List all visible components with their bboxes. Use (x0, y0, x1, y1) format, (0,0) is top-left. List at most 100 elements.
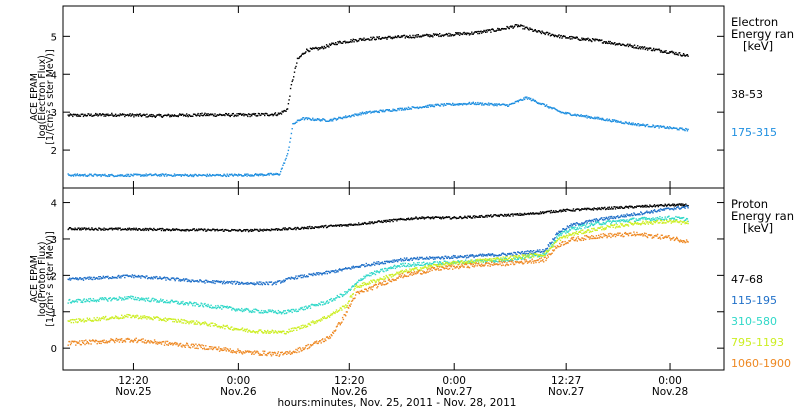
data-point (596, 116, 598, 118)
data-point (229, 328, 231, 330)
data-point (556, 211, 559, 213)
data-point (367, 222, 369, 225)
data-point (454, 104, 456, 106)
data-point (369, 110, 371, 112)
data-point (644, 223, 646, 225)
data-point (483, 253, 485, 256)
data-point (395, 110, 397, 112)
data-point (534, 99, 536, 102)
data-point (557, 238, 559, 240)
data-point (105, 297, 107, 299)
data-point (138, 276, 140, 278)
data-point (272, 283, 274, 285)
data-point (590, 221, 592, 223)
data-point (585, 220, 587, 223)
data-point (254, 311, 256, 313)
data-point (244, 230, 247, 232)
data-point (215, 115, 218, 117)
data-point (674, 205, 676, 207)
data-point (634, 206, 637, 208)
data-point (198, 114, 200, 117)
data-point (93, 173, 95, 176)
data-point (177, 115, 179, 118)
data-point (198, 305, 200, 308)
data-point (456, 217, 458, 219)
data-point (401, 265, 403, 267)
data-point (116, 227, 118, 229)
data-point (521, 256, 523, 259)
data-point (354, 224, 356, 226)
data-point (339, 41, 341, 43)
data-point (215, 280, 218, 282)
data-point (145, 116, 147, 118)
data-point (222, 174, 225, 177)
data-point (143, 298, 146, 300)
data-point (85, 320, 88, 322)
data-point (179, 174, 182, 176)
data-point (183, 230, 186, 232)
data-point (588, 220, 590, 222)
data-point (512, 215, 514, 217)
data-point (314, 47, 316, 49)
data-point (463, 256, 465, 258)
data-point (218, 114, 220, 116)
data-point (478, 30, 480, 33)
data-point (341, 295, 344, 298)
data-point (389, 221, 391, 223)
data-point (555, 233, 557, 236)
data-point (430, 264, 432, 267)
data-point (143, 114, 146, 116)
data-point (526, 252, 528, 255)
data-point (275, 331, 277, 333)
data-point (346, 305, 348, 307)
data-point (389, 260, 391, 262)
data-point (199, 174, 202, 176)
data-point (664, 216, 666, 218)
data-point (595, 222, 598, 224)
data-point (112, 228, 114, 230)
data-point (230, 282, 232, 284)
data-point (396, 36, 398, 39)
data-point (232, 112, 234, 115)
data-point (501, 27, 504, 30)
data-point (97, 115, 99, 117)
data-point (350, 115, 352, 118)
data-point (124, 276, 126, 279)
data-point (299, 119, 302, 121)
data-point (96, 113, 98, 115)
data-point (628, 121, 630, 124)
data-point (69, 298, 71, 301)
data-point (99, 228, 101, 230)
data-point (172, 300, 174, 303)
data-point (306, 48, 308, 50)
data-point (276, 228, 278, 230)
data-point (576, 208, 578, 210)
data-point (587, 226, 589, 228)
data-point (187, 321, 189, 323)
data-point (663, 218, 666, 220)
data-point (338, 268, 341, 270)
data-point (553, 242, 556, 245)
data-point (619, 121, 621, 123)
data-point (140, 175, 142, 177)
data-point (121, 299, 123, 301)
data-point (637, 123, 640, 125)
data-point (410, 265, 413, 267)
data-point (539, 103, 542, 105)
data-point (435, 33, 437, 35)
data-point (155, 316, 157, 318)
data-point (431, 262, 433, 265)
data-point (99, 297, 101, 299)
y-tick-label: 0 (51, 344, 57, 355)
data-point (679, 52, 681, 54)
data-point (621, 219, 624, 222)
data-point (677, 54, 679, 56)
data-point (348, 223, 351, 225)
data-point (221, 327, 224, 329)
data-point (634, 221, 637, 224)
data-point (246, 114, 248, 116)
data-point (147, 229, 150, 232)
data-point (666, 52, 668, 54)
data-point (134, 274, 136, 277)
data-point (191, 320, 193, 322)
